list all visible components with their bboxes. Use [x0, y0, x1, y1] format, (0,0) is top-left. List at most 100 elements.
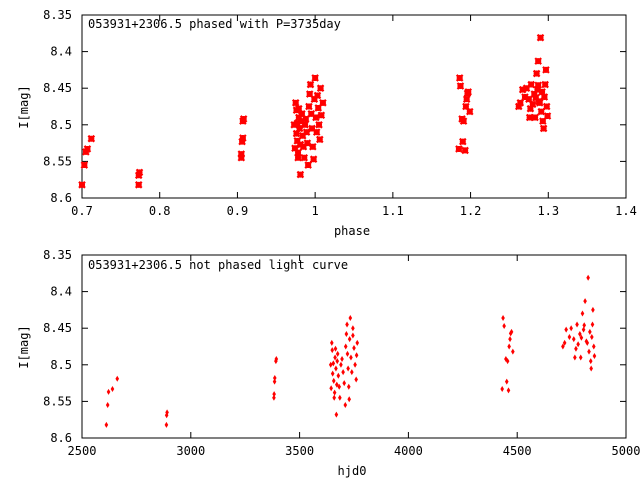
- data-point: [343, 402, 348, 409]
- data-point: [456, 82, 465, 90]
- data-point: [525, 95, 533, 103]
- data-point: [347, 336, 352, 343]
- y-tick-label: 8.55: [43, 154, 72, 168]
- data-point: [578, 354, 583, 361]
- data-point: [580, 310, 585, 317]
- data-point: [527, 80, 535, 89]
- data-point: [537, 107, 546, 116]
- data-point: [164, 412, 169, 419]
- data-point: [164, 421, 169, 428]
- data-point: [292, 129, 301, 138]
- data-point: [345, 321, 349, 328]
- y-tick-label: 8.55: [43, 394, 72, 408]
- data-point: [506, 387, 511, 394]
- data-point: [539, 124, 548, 133]
- data-point: [514, 102, 523, 111]
- data-point: [591, 306, 595, 313]
- data-point: [588, 358, 593, 365]
- x-tick-label: 0.7: [71, 204, 93, 218]
- data-point: [455, 74, 464, 82]
- data-point: [329, 385, 333, 392]
- x-axis-label: hjd0: [338, 464, 367, 478]
- data-point: [341, 369, 345, 376]
- data-point: [573, 354, 577, 361]
- y-tick-label: 8.4: [50, 285, 72, 299]
- data-point: [539, 117, 547, 125]
- data-point: [330, 339, 334, 346]
- y-tick-label: 8.45: [43, 81, 72, 95]
- data-point: [578, 331, 582, 338]
- data-point: [237, 150, 246, 158]
- data-point: [507, 343, 511, 350]
- y-tick-label: 8.35: [43, 248, 72, 262]
- data-point: [83, 145, 92, 153]
- data-point: [574, 345, 578, 352]
- data-point: [351, 325, 355, 332]
- x-tick-label: 1.2: [460, 204, 482, 218]
- data-point: [238, 137, 246, 146]
- data-point: [331, 360, 336, 367]
- phased-light-curve-panel: 053931+2306.5 phased with P=3735day phas…: [17, 8, 637, 238]
- data-point: [567, 333, 572, 340]
- data-point: [134, 181, 143, 189]
- data-point: [298, 110, 306, 118]
- data-point: [295, 124, 304, 133]
- x-tick-label: 3000: [176, 444, 205, 458]
- x-tick-label: 1.3: [537, 204, 559, 218]
- data-point: [352, 344, 356, 351]
- data-point: [316, 135, 324, 144]
- data-point: [337, 383, 342, 390]
- data-point: [312, 113, 320, 122]
- data-point: [305, 90, 314, 98]
- data-point: [354, 376, 358, 383]
- data-point: [297, 117, 305, 125]
- data-point: [346, 383, 351, 390]
- data-point: [526, 104, 535, 113]
- data-point: [305, 102, 313, 111]
- data-point: [569, 325, 573, 332]
- data-point: [532, 93, 540, 102]
- data-point: [239, 115, 248, 123]
- data-point: [346, 365, 350, 372]
- data-point: [317, 111, 326, 120]
- data-point: [504, 378, 509, 385]
- data-point: [564, 326, 568, 333]
- data-point: [345, 350, 350, 357]
- y-tick-label: 8.35: [43, 8, 72, 22]
- data-point: [508, 336, 512, 343]
- data-point: [349, 354, 353, 361]
- data-point: [330, 370, 335, 377]
- data-point: [542, 102, 551, 111]
- data-point: [561, 343, 565, 350]
- data-point: [511, 348, 515, 355]
- data-point: [459, 117, 468, 125]
- data-point: [585, 339, 590, 346]
- data-point: [522, 84, 531, 92]
- data-point: [105, 402, 110, 409]
- data-point: [296, 170, 305, 179]
- data-point: [501, 314, 505, 321]
- data-point: [462, 95, 471, 103]
- data-point: [343, 343, 348, 350]
- data-point: [299, 142, 308, 151]
- data-point: [344, 331, 349, 338]
- data-point: [347, 396, 352, 403]
- y-tick-label: 8.5: [50, 118, 72, 132]
- data-point: [319, 99, 327, 107]
- data-point: [505, 358, 510, 365]
- data-point: [589, 365, 593, 372]
- data-point: [330, 347, 335, 354]
- data-point: [78, 181, 86, 189]
- data-point: [335, 350, 340, 357]
- data-point: [87, 134, 96, 143]
- y-axis-label: I[mag]: [17, 325, 31, 368]
- data-point: [310, 95, 319, 103]
- data-point: [533, 85, 542, 94]
- data-point: [509, 328, 514, 335]
- data-point: [353, 361, 357, 368]
- data-point: [335, 381, 339, 388]
- data-point: [350, 369, 354, 376]
- data-point: [115, 375, 120, 382]
- data-point: [459, 137, 467, 146]
